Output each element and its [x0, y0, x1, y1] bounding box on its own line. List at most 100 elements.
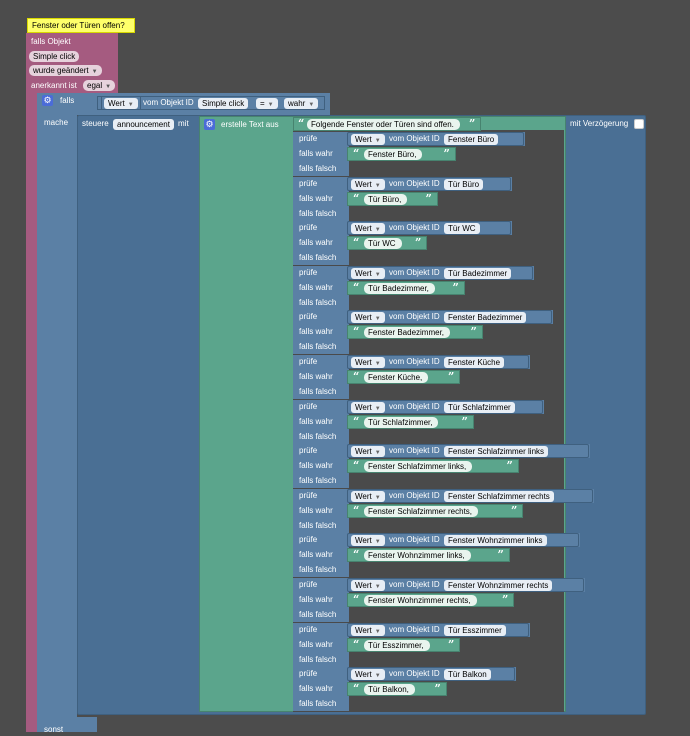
falls-wahr-label: falls wahr	[299, 149, 333, 158]
open-quote-icon: “	[298, 117, 305, 130]
falls-wahr-label: falls wahr	[299, 238, 333, 247]
falls-wahr-label: falls wahr	[299, 684, 333, 693]
falls-label: falls	[60, 96, 75, 105]
text-field[interactable]: Fenster Wohnzimmer rechts,	[364, 595, 477, 606]
falls-falsch-label: falls falsch	[299, 655, 337, 664]
operator-dropdown[interactable]: = ▼	[256, 98, 278, 109]
open-quote-icon: “	[353, 638, 360, 651]
wert-dropdown[interactable]: Wert ▼	[351, 535, 385, 546]
wert-dropdown[interactable]: Wert ▼	[351, 580, 385, 591]
open-quote-icon: “	[353, 459, 360, 472]
text-field[interactable]: Fenster Badezimmer,	[364, 327, 451, 338]
open-quote-icon: “	[353, 147, 360, 160]
pruefe-label: prüfe	[299, 535, 318, 544]
object-id-field[interactable]: Tür WC	[444, 223, 480, 234]
ack-dropdown[interactable]: egal ▼	[83, 80, 116, 91]
mit-verzoegerung-label: mit Verzögerung	[570, 119, 629, 128]
vom-objekt-label: vom Objekt ID	[389, 312, 440, 321]
close-quote-icon: ”	[511, 504, 518, 517]
chevron-down-icon: ▼	[374, 495, 381, 501]
close-quote-icon: ”	[448, 370, 455, 383]
falls-falsch-label: falls falsch	[299, 610, 337, 619]
text-field[interactable]: Tür Balkon,	[364, 684, 415, 695]
falls-wahr-label: falls wahr	[299, 372, 333, 381]
vom-objekt-label: vom Objekt ID	[389, 134, 440, 143]
comment-bubble[interactable]: Fenster oder Türen offen?	[27, 18, 135, 33]
trigger-object-field[interactable]: Simple click	[29, 51, 80, 62]
chevron-down-icon: ▼	[374, 272, 381, 278]
pruefe-label: prüfe	[299, 179, 318, 188]
object-id-field[interactable]: Tür Balkon	[444, 669, 491, 680]
object-id-field[interactable]: Tür Büro	[444, 179, 484, 190]
value-dropdown[interactable]: wahr ▼	[284, 98, 319, 109]
vom-objekt-label: vom Objekt ID	[389, 580, 440, 589]
close-quote-icon: ”	[415, 236, 422, 249]
wert-dropdown[interactable]: Wert ▼	[351, 223, 385, 234]
object-id-field[interactable]: Tür Badezimmer	[444, 268, 512, 279]
chevron-down-icon: ▼	[105, 84, 112, 90]
open-quote-icon: “	[353, 325, 360, 338]
wert-dropdown[interactable]: Wert ▼	[351, 491, 385, 502]
falls-falsch-label: falls falsch	[299, 253, 337, 262]
close-quote-icon: ”	[502, 593, 509, 606]
object-id-field[interactable]: Fenster Büro	[444, 134, 499, 145]
pruefe-label: prüfe	[299, 134, 318, 143]
wert-dropdown[interactable]: Wert ▼	[351, 179, 385, 190]
text-field[interactable]: Fenster Büro,	[364, 149, 423, 160]
text-field[interactable]: Folgende Fenster oder Türen sind offen.	[307, 119, 460, 130]
text-field[interactable]: Fenster Küche,	[364, 372, 429, 383]
close-quote-icon: ”	[452, 281, 459, 294]
wert-dropdown[interactable]: Wert ▼	[351, 357, 385, 368]
object-id-field[interactable]: Fenster Wohnzimmer links	[444, 535, 547, 546]
object-id-field[interactable]: Fenster Badezimmer	[444, 312, 527, 323]
wert-dropdown[interactable]: Wert ▼	[351, 268, 385, 279]
open-quote-icon: “	[353, 281, 360, 294]
wert-dropdown[interactable]: Wert ▼	[351, 446, 385, 457]
text-field[interactable]: Tür Badezimmer,	[364, 283, 435, 294]
delay-checkbox[interactable]	[634, 119, 644, 129]
wert-dropdown[interactable]: Wert ▼	[351, 134, 385, 145]
text-field[interactable]: Tür Büro,	[364, 194, 408, 205]
gear-icon[interactable]: ⚙	[42, 95, 53, 106]
condition-object-field[interactable]: Simple click	[198, 98, 249, 109]
wert-dropdown[interactable]: Wert ▼	[351, 669, 385, 680]
pruefe-label: prüfe	[299, 491, 318, 500]
if-block-footer	[37, 717, 97, 732]
sonst-label: sonst	[44, 725, 64, 734]
pruefe-label: prüfe	[299, 223, 318, 232]
object-id-field[interactable]: Tür Esszimmer	[444, 625, 506, 636]
text-field[interactable]: Fenster Schlafzimmer rechts,	[364, 506, 479, 517]
wert-dropdown[interactable]: Wert ▼	[351, 312, 385, 323]
pruefe-label: prüfe	[299, 446, 318, 455]
close-quote-icon: ”	[461, 415, 468, 428]
wert-dropdown[interactable]: Wert ▼	[351, 402, 385, 413]
falls-falsch-label: falls falsch	[299, 209, 337, 218]
object-id-field[interactable]: Fenster Schlafzimmer rechts	[444, 491, 554, 502]
chevron-down-icon: ▼	[374, 406, 381, 412]
falls-wahr-label: falls wahr	[299, 283, 333, 292]
object-id-field[interactable]: Tür Schlafzimmer	[444, 402, 515, 413]
falls-falsch-label: falls falsch	[299, 521, 337, 530]
steuere-label: steuere	[82, 119, 109, 128]
falls-falsch-label: falls falsch	[299, 699, 337, 708]
text-field[interactable]: Tür WC	[364, 238, 402, 249]
object-id-field[interactable]: Fenster Wohnzimmer rechts	[444, 580, 553, 591]
wert-dropdown[interactable]: Wert ▼	[104, 98, 138, 109]
if-block-spine	[37, 115, 77, 717]
text-field[interactable]: Fenster Schlafzimmer links,	[364, 461, 473, 472]
object-id-field[interactable]: Fenster Schlafzimmer links	[444, 446, 549, 457]
close-quote-icon: ”	[497, 548, 504, 561]
trigger-event-dropdown[interactable]: wurde geändert ▼	[29, 65, 102, 76]
text-field[interactable]: Tür Esszimmer,	[364, 640, 430, 651]
text-field[interactable]: Tür Schlafzimmer,	[364, 417, 439, 428]
gear-icon[interactable]: ⚙	[204, 119, 215, 130]
trigger-block-spine	[26, 95, 38, 732]
open-quote-icon: “	[353, 504, 360, 517]
control-target-field[interactable]: announcement	[113, 119, 174, 130]
wert-dropdown[interactable]: Wert ▼	[351, 625, 385, 636]
vom-objekt-label: vom Objekt ID	[389, 491, 440, 500]
text-field[interactable]: Fenster Wohnzimmer links,	[364, 550, 471, 561]
vom-objekt-label: vom Objekt ID	[389, 179, 440, 188]
close-quote-icon: ”	[443, 147, 450, 160]
object-id-field[interactable]: Fenster Küche	[444, 357, 505, 368]
